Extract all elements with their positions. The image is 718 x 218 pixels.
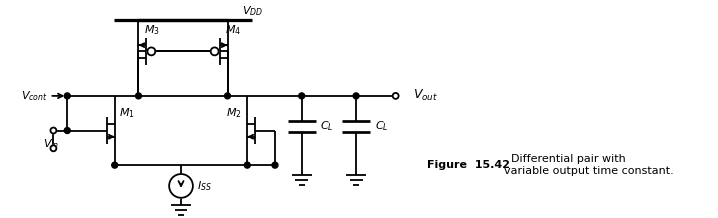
Text: $M_4$: $M_4$ [225,23,241,37]
Text: $V_{DD}$: $V_{DD}$ [242,4,263,18]
Circle shape [353,93,359,99]
Text: $V_{in}$: $V_{in}$ [43,138,60,151]
Text: Differential pair with
variable output time constant.: Differential pair with variable output t… [505,154,674,176]
Text: $V_{cont}$: $V_{cont}$ [21,89,47,103]
Circle shape [65,93,70,99]
Circle shape [147,48,155,55]
Text: $M_2$: $M_2$ [225,106,241,120]
Circle shape [65,128,70,133]
Circle shape [50,145,57,151]
Circle shape [299,93,304,99]
Circle shape [50,128,57,133]
Circle shape [136,93,141,99]
Circle shape [210,48,218,55]
Circle shape [244,162,251,168]
Circle shape [112,162,118,168]
Circle shape [169,174,193,198]
Text: $C_L$: $C_L$ [320,120,334,133]
Circle shape [272,162,278,168]
Text: $V_{out}$: $V_{out}$ [414,88,439,104]
Text: $C_L$: $C_L$ [375,120,388,133]
Text: $M_3$: $M_3$ [144,23,160,37]
Text: Figure  15.42: Figure 15.42 [427,160,510,170]
Circle shape [225,93,230,99]
Text: $M_1$: $M_1$ [118,106,134,120]
Text: $I_{SS}$: $I_{SS}$ [197,179,212,193]
Circle shape [393,93,398,99]
